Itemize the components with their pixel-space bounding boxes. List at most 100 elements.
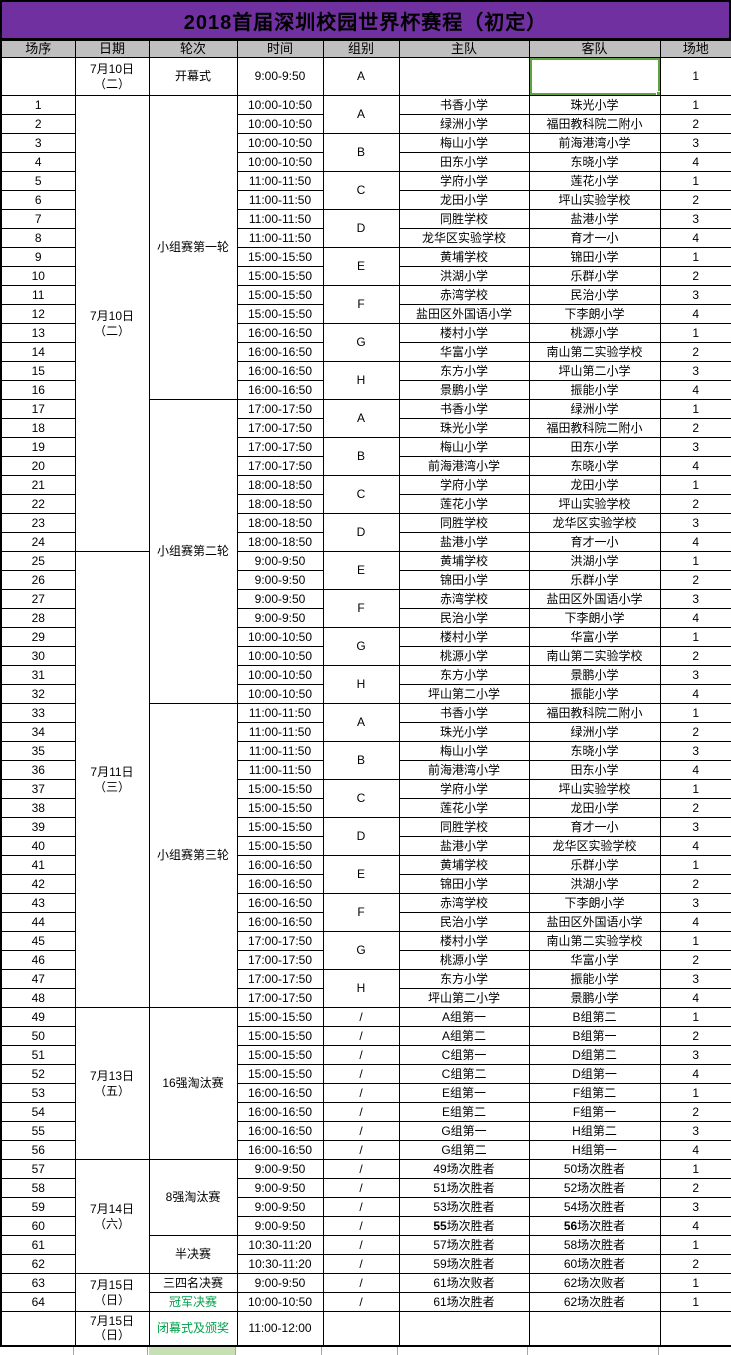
group-cell[interactable]: F	[322, 589, 400, 628]
time-cell[interactable]: 17:00-17:50	[236, 950, 324, 970]
away-team-cell[interactable]: 福田教科院二附小	[528, 114, 661, 134]
match-no-cell[interactable]: 4	[0, 152, 76, 172]
away-team-cell[interactable]: 田东小学	[528, 760, 661, 780]
group-cell[interactable]: C	[322, 779, 400, 818]
away-team-cell[interactable]: 龙田小学	[528, 798, 661, 818]
match-no-cell[interactable]: 1	[0, 95, 76, 115]
match-no-cell[interactable]: 42	[0, 874, 76, 894]
time-cell[interactable]: 9:00-9:50	[236, 1216, 324, 1236]
home-team-cell[interactable]: 盐港小学	[398, 836, 530, 856]
away-team-cell[interactable]: 育才一小	[528, 532, 661, 552]
group-cell[interactable]: /	[322, 1102, 400, 1122]
away-team-cell[interactable]: B组第一	[528, 1026, 661, 1046]
venue-cell[interactable]: 2	[659, 1178, 731, 1198]
away-team-cell[interactable]: 下李朗小学	[528, 304, 661, 324]
match-no-cell[interactable]: 39	[0, 817, 76, 837]
date-cell[interactable]: 7月10日 （二）	[74, 57, 150, 96]
time-cell[interactable]: 10:00-10:50	[236, 152, 324, 172]
home-team-cell[interactable]: 学府小学	[398, 171, 530, 191]
home-team-cell[interactable]: 同胜学校	[398, 513, 530, 533]
venue-cell[interactable]: 2	[659, 1254, 731, 1274]
match-no-cell[interactable]: 17	[0, 399, 76, 419]
home-team-cell[interactable]: 珠光小学	[398, 418, 530, 438]
match-no-cell[interactable]: 9	[0, 247, 76, 267]
match-no-cell[interactable]: 29	[0, 627, 76, 647]
time-cell[interactable]: 10:30-11:20	[236, 1235, 324, 1255]
venue-cell[interactable]: 3	[659, 741, 731, 761]
time-cell[interactable]: 10:00-10:50	[236, 646, 324, 666]
column-header-1[interactable]: 场序	[0, 40, 76, 58]
group-cell[interactable]: C	[322, 475, 400, 514]
time-cell[interactable]: 10:00-10:50	[236, 627, 324, 647]
time-cell[interactable]: 10:00-10:50	[236, 114, 324, 134]
time-cell[interactable]: 9:00-9:50	[236, 608, 324, 628]
home-team-cell[interactable]: A组第一	[398, 1007, 530, 1027]
round-cell[interactable]: 小组赛第二轮	[148, 399, 238, 704]
time-cell[interactable]: 11:00-11:50	[236, 760, 324, 780]
home-team-cell[interactable]: 莲花小学	[398, 798, 530, 818]
time-cell[interactable]: 15:00-15:50	[236, 1007, 324, 1027]
group-cell[interactable]: A	[322, 399, 400, 438]
home-team-cell[interactable]: 书香小学	[398, 399, 530, 419]
venue-cell[interactable]: 2	[659, 418, 731, 438]
venue-cell[interactable]: 4	[659, 836, 731, 856]
column-header-4[interactable]: 时间	[236, 40, 324, 58]
venue-cell[interactable]: 2	[659, 950, 731, 970]
home-team-cell[interactable]: 黄埔学校	[398, 551, 530, 571]
match-no-cell[interactable]: 24	[0, 532, 76, 552]
home-team-cell[interactable]: G组第二	[398, 1140, 530, 1160]
round-cell[interactable]: 小组赛第三轮	[148, 703, 238, 1008]
home-team-cell[interactable]: 梅山小学	[398, 741, 530, 761]
away-team-cell[interactable]: 前海港湾小学	[528, 133, 661, 153]
match-no-cell[interactable]: 60	[0, 1216, 76, 1236]
time-cell[interactable]: 18:00-18:50	[236, 513, 324, 533]
home-team-cell[interactable]: 书香小学	[398, 95, 530, 115]
home-team-cell[interactable]: 民治小学	[398, 608, 530, 628]
group-cell[interactable]: /	[322, 1026, 400, 1046]
time-cell[interactable]: 11:00-11:50	[236, 171, 324, 191]
group-cell[interactable]: H	[322, 665, 400, 704]
time-cell[interactable]: 9:00-9:50	[236, 1178, 324, 1198]
group-cell[interactable]: B	[322, 437, 400, 476]
venue-cell[interactable]: 4	[659, 152, 731, 172]
match-no-cell[interactable]: 54	[0, 1102, 76, 1122]
home-team-cell[interactable]: 莲花小学	[398, 494, 530, 514]
home-team-cell[interactable]: 赤湾学校	[398, 893, 530, 913]
home-team-cell[interactable]: 梅山小学	[398, 133, 530, 153]
home-team-cell[interactable]: 黄埔学校	[398, 247, 530, 267]
venue-cell[interactable]: 2	[659, 190, 731, 210]
home-team-cell[interactable]: 华富小学	[398, 342, 530, 362]
away-team-cell[interactable]: 坪山实验学校	[528, 190, 661, 210]
match-no-cell[interactable]: 45	[0, 931, 76, 951]
away-team-cell[interactable]: H组第二	[528, 1121, 661, 1141]
home-team-cell[interactable]: 东方小学	[398, 969, 530, 989]
match-no-cell[interactable]: 34	[0, 722, 76, 742]
home-team-cell[interactable]: 桃源小学	[398, 646, 530, 666]
venue-cell[interactable]: 2	[659, 114, 731, 134]
venue-cell[interactable]: 2	[659, 1102, 731, 1122]
venue-cell[interactable]: 3	[659, 437, 731, 457]
match-no-cell[interactable]: 37	[0, 779, 76, 799]
venue-cell[interactable]: 1	[659, 57, 731, 96]
time-cell[interactable]: 16:00-16:50	[236, 893, 324, 913]
group-cell[interactable]: A	[322, 57, 400, 96]
match-no-cell[interactable]: 43	[0, 893, 76, 913]
venue-cell[interactable]: 1	[659, 247, 731, 267]
away-team-cell[interactable]: 南山第二实验学校	[528, 931, 661, 951]
venue-cell[interactable]: 3	[659, 1045, 731, 1065]
away-team-cell[interactable]: 乐群小学	[528, 570, 661, 590]
away-team-cell[interactable]: 景鹏小学	[528, 665, 661, 685]
time-cell[interactable]: 16:00-16:50	[236, 1102, 324, 1122]
home-team-cell[interactable]: C组第一	[398, 1045, 530, 1065]
group-cell[interactable]: /	[322, 1197, 400, 1217]
group-cell[interactable]: D	[322, 513, 400, 552]
away-team-cell[interactable]: 福田教科院二附小	[528, 418, 661, 438]
away-team-cell[interactable]: 南山第二实验学校	[528, 646, 661, 666]
home-team-cell[interactable]: 59场次胜者	[398, 1254, 530, 1274]
home-team-cell[interactable]: 坪山第二小学	[398, 988, 530, 1008]
venue-cell[interactable]: 1	[659, 1273, 731, 1293]
group-cell[interactable]: /	[322, 1235, 400, 1255]
round-cell[interactable]: 闭幕式及颁奖	[148, 1311, 238, 1346]
time-cell[interactable]: 18:00-18:50	[236, 532, 324, 552]
match-no-cell[interactable]: 21	[0, 475, 76, 495]
